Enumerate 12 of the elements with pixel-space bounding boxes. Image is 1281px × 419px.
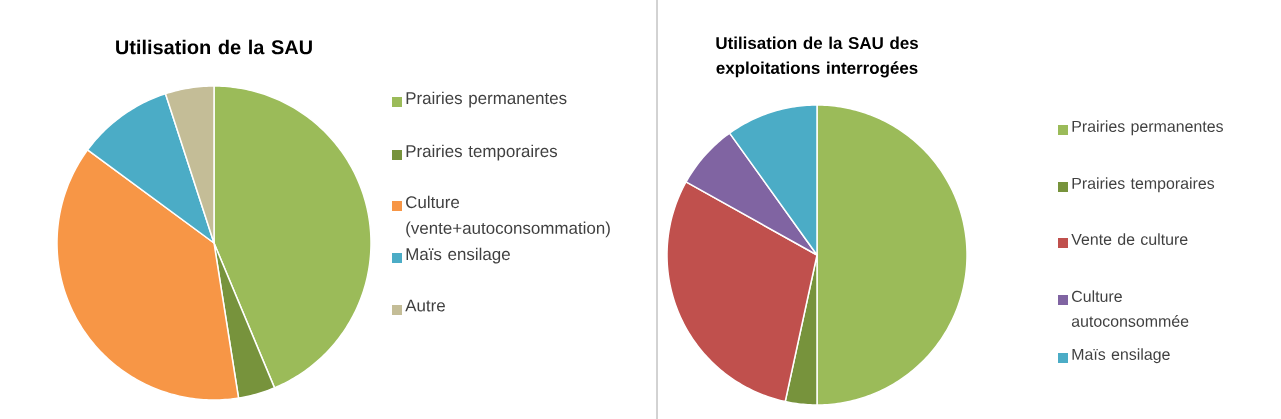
legend-label: Prairies permanentes [406, 91, 567, 108]
legend-label: Prairies permanentes [1072, 120, 1223, 136]
legend-label: Vente de culture [1071, 233, 1188, 245]
chart-title: Utilisation de la SAU [116, 39, 312, 55]
chart-title: Utilisation de la SAU des exploitations interrogées [716, 36, 918, 78]
legend-label: Culture autoconsommée [1071, 290, 1189, 327]
legend-label: Prairies temporaires [406, 144, 558, 161]
legend-label: Autre [405, 299, 445, 312]
legend-label: Culture (vente+autoconsommation) [406, 195, 610, 238]
legend-label: Prairies temporaires [1072, 177, 1215, 193]
legend-label: Maïs ensilage [1072, 348, 1170, 364]
legend-label: Maïs ensilage [406, 247, 510, 264]
